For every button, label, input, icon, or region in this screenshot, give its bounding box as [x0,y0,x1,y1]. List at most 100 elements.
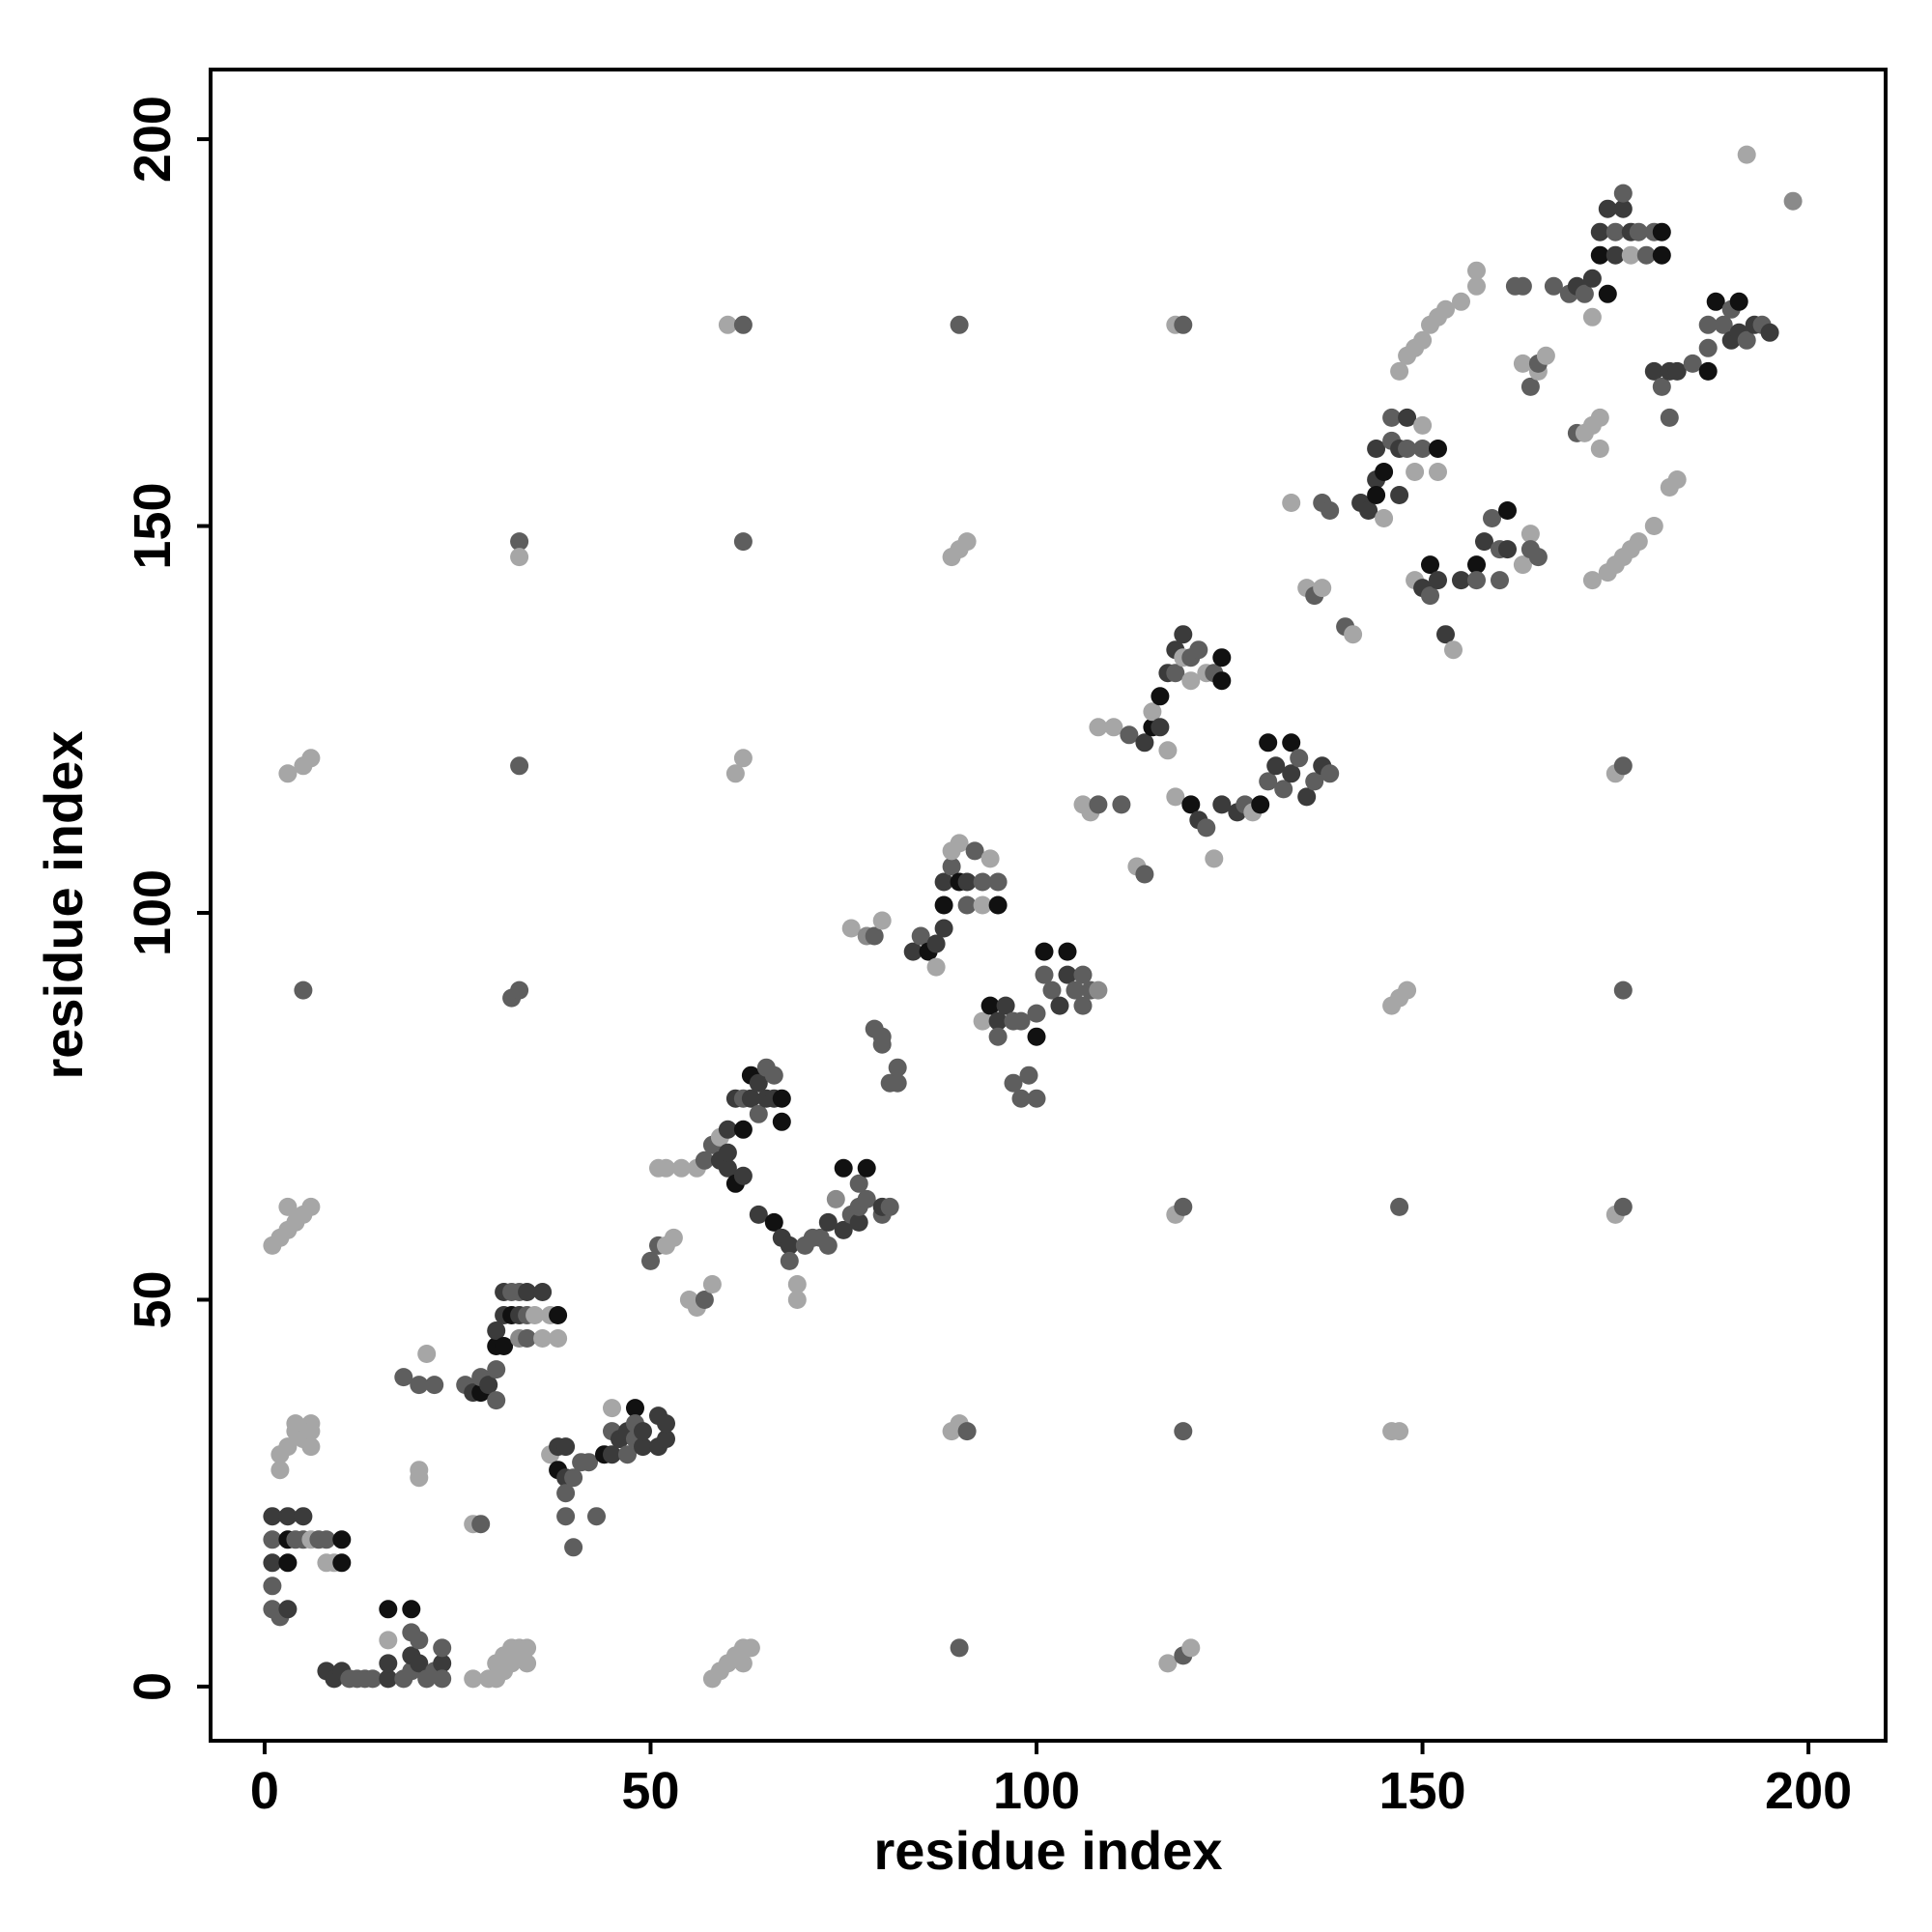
contact-point [857,1189,876,1208]
contact-point [270,1461,290,1480]
contact-point [657,1430,675,1449]
contact-point [1158,741,1178,760]
contact-point [657,1414,675,1434]
contact-point [301,1437,321,1457]
contact-point [834,1158,853,1178]
contact-point [556,1484,576,1503]
contact-point [1011,1011,1031,1031]
contact-point [1174,1422,1193,1441]
contact-point [1413,440,1433,458]
contact-point [1421,555,1439,575]
contact-point [826,1189,845,1208]
contact-point [518,1638,537,1658]
contact-point [702,1275,722,1293]
contact-point [741,1089,760,1108]
contact-point [1698,361,1718,381]
contact-point [733,532,753,552]
contact-point [1158,1654,1178,1673]
contact-point [695,1151,714,1170]
contact-point [495,1337,514,1355]
contact-point [1667,361,1687,381]
contact-point [973,1011,992,1031]
contact-point [1467,555,1486,575]
contact-point [1729,292,1748,311]
contact-point [301,1197,321,1216]
contact-point [564,1538,583,1557]
contact-point [787,1275,807,1293]
contact-point [942,857,961,876]
contact-point [1058,965,1077,984]
contact-point [518,1654,537,1673]
contact-point [980,849,1000,868]
contact-point [510,756,529,776]
contact-point [749,1104,768,1123]
contact-point [718,1120,737,1139]
contact-point [718,315,737,334]
x-tick-label: 0 [250,1762,279,1820]
contact-point [379,1669,398,1689]
contact-point [1536,346,1555,365]
contact-point [317,1530,336,1549]
contact-point [1644,517,1663,535]
contact-point [278,1507,298,1526]
contact-point [1613,184,1633,203]
contact-point [1598,199,1617,218]
contact-point [1375,509,1394,527]
contact-point [549,1329,568,1348]
contact-point [818,1212,838,1232]
contact-point [1297,787,1317,807]
contact-point [1367,486,1386,504]
contact-point [1143,702,1162,722]
contact-point [1636,245,1656,265]
contact-point [587,1507,606,1526]
y-axis-title: residue index [33,730,94,1079]
contact-point [278,1437,298,1457]
contact-point [957,1422,977,1441]
scatter-points [263,145,1803,1689]
contact-point [417,1345,437,1363]
contact-point [664,1228,683,1247]
contact-point [1436,299,1455,319]
contact-point [1027,1004,1046,1023]
y-tick-label: 0 [124,1672,182,1701]
contact-point [1644,361,1663,381]
contact-point [580,1453,598,1472]
contact-point [1444,640,1463,660]
contact-point [1498,501,1517,520]
contact-point [733,1166,753,1185]
contact-point [1429,571,1447,590]
contact-point [872,1035,892,1054]
contact-point [1483,509,1501,527]
contact-point [1613,1197,1633,1216]
contact-point [410,1631,429,1650]
contact-point [849,1174,868,1193]
contact-point [510,532,529,552]
contact-point [950,1638,969,1658]
contact-point [718,1158,737,1178]
contact-point [487,1391,506,1410]
contact-point [626,1399,644,1418]
contact-point [872,911,892,930]
contact-point [1004,1073,1023,1093]
contact-point [1475,532,1493,552]
contact-point [1413,415,1433,435]
contact-point [1605,245,1625,265]
contact-point [410,1376,429,1395]
contact-point [733,1120,753,1139]
contact-point [1613,980,1633,1000]
contact-point [1181,795,1201,814]
contact-point [934,919,953,938]
contact-point [379,1631,398,1650]
contact-point [263,1577,282,1596]
contact-point [1598,284,1617,303]
contact-point [1582,307,1602,327]
contact-point [1212,671,1232,691]
contact-point [1398,408,1417,427]
contact-point [1042,980,1062,1000]
contact-point [278,764,298,783]
contact-point [1321,764,1340,783]
contact-point [526,1306,545,1324]
contact-point [1073,965,1093,984]
contact-point [556,1507,576,1526]
contact-point [286,1414,305,1434]
